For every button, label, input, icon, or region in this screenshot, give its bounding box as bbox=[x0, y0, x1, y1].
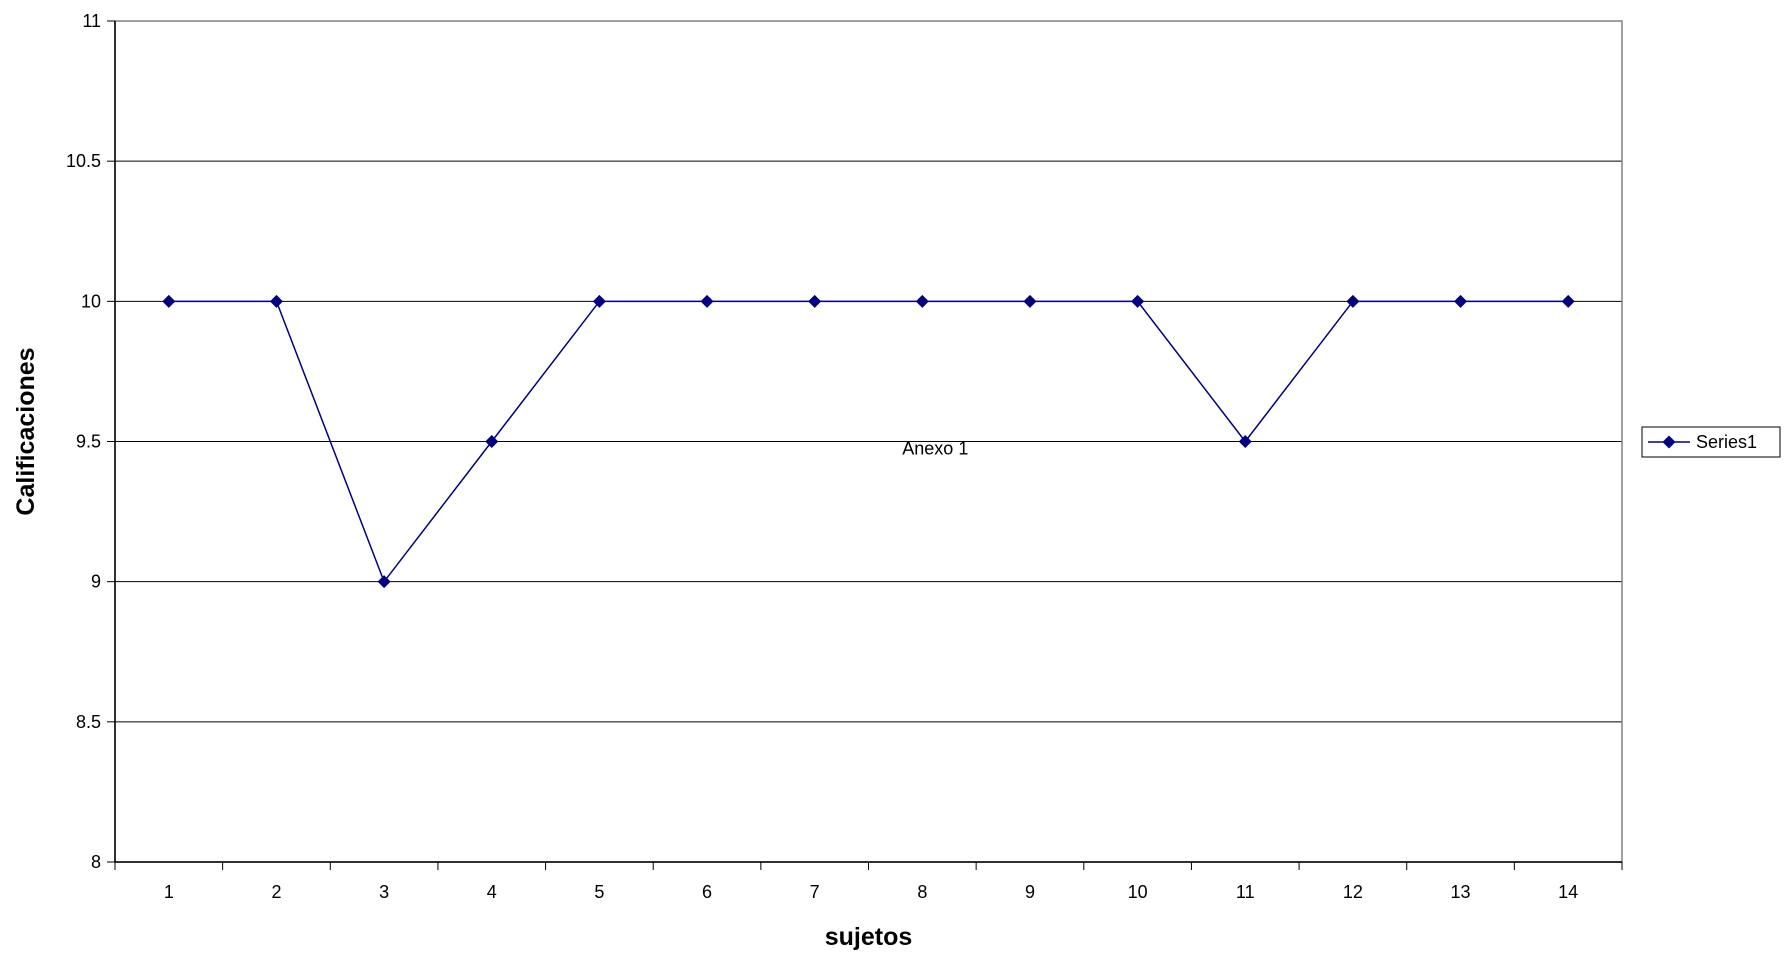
data-point-marker bbox=[1131, 294, 1145, 308]
x-tick-label: 6 bbox=[702, 882, 712, 902]
x-tick-label: 9 bbox=[1025, 882, 1035, 902]
y-axis-title: Calificaciones bbox=[12, 347, 40, 515]
x-tick-label: 14 bbox=[1558, 882, 1578, 902]
data-point-marker bbox=[377, 575, 391, 589]
data-point-marker bbox=[1346, 294, 1360, 308]
y-tick-label: 8 bbox=[91, 852, 101, 872]
x-tick-label: 7 bbox=[810, 882, 820, 902]
x-tick-label: 10 bbox=[1128, 882, 1148, 902]
y-tick-label: 9.5 bbox=[76, 432, 101, 452]
series-line bbox=[168, 300, 1569, 584]
x-tick-label: 8 bbox=[917, 882, 927, 902]
annotation-label: Anexo 1 bbox=[902, 439, 968, 459]
data-point-marker bbox=[162, 294, 176, 308]
legend-series-label: Series1 bbox=[1696, 432, 1757, 452]
data-point-marker bbox=[1238, 435, 1252, 448]
x-tick-label: 5 bbox=[594, 882, 604, 902]
data-point-marker bbox=[1023, 294, 1037, 308]
x-tick-label: 3 bbox=[379, 882, 389, 902]
gridlines bbox=[115, 20, 1622, 863]
data-point-marker bbox=[808, 294, 822, 308]
y-tick-label: 10 bbox=[81, 291, 101, 311]
y-tick-label: 8.5 bbox=[76, 712, 101, 732]
x-tick-label: 13 bbox=[1451, 882, 1471, 902]
legend: Series1 bbox=[1641, 426, 1781, 458]
data-point-marker bbox=[1454, 294, 1468, 308]
data-point-marker bbox=[269, 294, 283, 308]
series-layer bbox=[162, 294, 1575, 589]
x-tick-label: 2 bbox=[271, 882, 281, 902]
legend-marker-diamond-icon bbox=[1662, 435, 1676, 449]
data-point-marker bbox=[700, 294, 714, 308]
data-point-marker bbox=[592, 294, 606, 308]
x-axis-title: sujetos bbox=[825, 923, 913, 951]
axes bbox=[107, 20, 1623, 870]
y-tick-label: 11 bbox=[82, 11, 101, 31]
x-tick-label: 4 bbox=[487, 882, 497, 902]
data-point-marker bbox=[485, 435, 499, 448]
y-tick-label: 10.5 bbox=[66, 151, 101, 171]
x-tick-label: 1 bbox=[164, 882, 174, 902]
x-tick-label: 12 bbox=[1343, 882, 1363, 902]
data-point-marker bbox=[915, 294, 929, 308]
x-tick-label: 11 bbox=[1236, 882, 1255, 902]
data-point-marker bbox=[1561, 294, 1575, 308]
y-tick-label: 9 bbox=[91, 572, 101, 592]
